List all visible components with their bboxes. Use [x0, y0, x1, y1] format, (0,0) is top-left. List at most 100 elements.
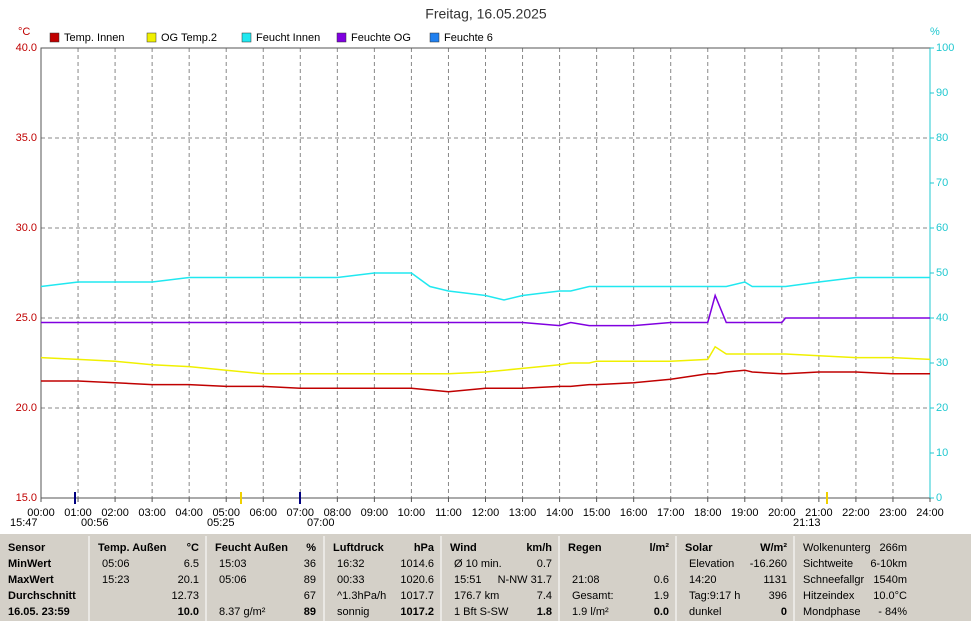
x-tick-label: 01:00	[64, 507, 92, 519]
chart-title: Freitag, 16.05.2025	[425, 6, 547, 22]
table-cell: 0.6	[654, 574, 669, 586]
table-cell: Hitzeindex	[803, 590, 855, 602]
table-cell: 89	[304, 606, 316, 618]
x-tick-label: 10:00	[398, 507, 426, 519]
table-cell: 8.37 g/m²	[219, 606, 266, 618]
table-cell: 00:33	[337, 574, 365, 586]
table-cell: 1.9 l/m²	[572, 606, 609, 618]
y2-tick-label: 30	[936, 357, 948, 369]
table-cell: 1017.2	[400, 606, 434, 618]
table-cell: 36	[304, 558, 316, 570]
x-tick-label: 00:00	[27, 507, 55, 519]
table-background	[0, 534, 971, 621]
table-unit: W/m²	[760, 542, 787, 554]
table-cell: 1540m	[873, 574, 907, 586]
table-cell: ^1.3hPa/h	[337, 590, 386, 602]
table-cell: 0.0	[654, 606, 669, 618]
table-header: Wind	[450, 542, 477, 554]
x-tick-label: 19:00	[731, 507, 759, 519]
table-cell: Tag:9:17 h	[689, 590, 740, 602]
table-cell: 16.05. 23:59	[8, 606, 70, 618]
table-cell: 15:51	[454, 574, 482, 586]
x-tick-label: 21:00	[805, 507, 833, 519]
x-tick-label: 20:00	[768, 507, 796, 519]
table-cell: MaxWert	[8, 574, 54, 586]
annotation: 05:25	[207, 517, 235, 529]
annotation: 21:13	[793, 517, 821, 529]
legend-swatch	[146, 32, 157, 43]
x-tick-label: 11:00	[435, 507, 462, 519]
y-tick-label: 20.0	[16, 402, 37, 414]
y2-tick-label: 100	[936, 42, 954, 54]
table-cell: N-NW 31.7	[498, 574, 552, 586]
x-tick-label: 05:00	[212, 507, 240, 519]
table-cell: 0.7	[537, 558, 552, 570]
y2-tick-label: 0	[936, 492, 942, 504]
x-tick-label: 14:00	[546, 507, 574, 519]
table-cell: 1 Bft S-SW	[454, 606, 509, 618]
y2-tick-label: 20	[936, 402, 948, 414]
table-unit: km/h	[526, 542, 552, 554]
table-cell: 266m	[879, 542, 907, 554]
x-tick-label: 24:00	[916, 507, 944, 519]
table-cell: 0	[781, 606, 787, 618]
y2-tick-label: 80	[936, 132, 948, 144]
table-unit: %	[306, 542, 316, 554]
y-tick-label: 35.0	[16, 132, 37, 144]
table-cell: 15:23	[102, 574, 130, 586]
legend-label: Feuchte OG	[351, 32, 411, 44]
table-cell: 10.0°C	[873, 590, 907, 602]
y-tick-label: 15.0	[16, 492, 37, 504]
y2-tick-label: 40	[936, 312, 948, 324]
table-cell: 89	[304, 574, 316, 586]
table-cell: 1017.7	[400, 590, 434, 602]
table-cell: -16.260	[750, 558, 787, 570]
series-line	[41, 369, 930, 393]
table-unit: l/m²	[649, 542, 669, 554]
x-tick-label: 22:00	[842, 507, 870, 519]
table-cell: 7.4	[537, 590, 552, 602]
table-cell: 12.73	[171, 590, 199, 602]
y-unit: °C	[18, 26, 30, 38]
table-cell: 20.1	[178, 574, 199, 586]
table-header: Temp. Außen	[98, 542, 167, 554]
table-cell: 67	[304, 590, 316, 602]
table-cell: 21:08	[572, 574, 600, 586]
table-header: Regen	[568, 542, 602, 554]
x-tick-label: 04:00	[175, 507, 203, 519]
y-tick-label: 25.0	[16, 312, 37, 324]
table-cell: 396	[769, 590, 787, 602]
y2-tick-label: 10	[936, 447, 948, 459]
table-cell: Gesamt:	[572, 590, 614, 602]
table-cell: 1020.6	[400, 574, 434, 586]
table-cell: Sichtweite	[803, 558, 853, 570]
table-unit: hPa	[414, 542, 435, 554]
table-cell: 6.5	[184, 558, 199, 570]
table-cell: 15:03	[219, 558, 247, 570]
table-cell: 05:06	[219, 574, 247, 586]
x-tick-label: 15:00	[583, 507, 611, 519]
y2-tick-label: 60	[936, 222, 948, 234]
x-tick-label: 03:00	[138, 507, 166, 519]
legend-label: Feuchte 6	[444, 32, 493, 44]
table-unit: °C	[187, 542, 199, 554]
annotation: 07:00	[307, 517, 335, 529]
x-tick-label: 18:00	[694, 507, 722, 519]
table-cell: Elevation	[689, 558, 734, 570]
table-cell: dunkel	[689, 606, 721, 618]
legend-label: Feucht Innen	[256, 32, 320, 44]
table-cell: Schneefallgr	[803, 574, 864, 586]
table-cell: MinWert	[8, 558, 52, 570]
legend-swatch	[336, 32, 347, 43]
table-cell: sonnig	[337, 606, 369, 618]
y2-tick-label: 90	[936, 87, 948, 99]
x-tick-label: 08:00	[324, 507, 352, 519]
x-tick-label: 09:00	[361, 507, 389, 519]
y2-unit: %	[930, 26, 940, 38]
x-tick-label: 07:00	[287, 507, 315, 519]
y2-tick-label: 50	[936, 267, 948, 279]
table-cell: 05:06	[102, 558, 130, 570]
table-cell: 1.9	[654, 590, 669, 602]
table-header: Solar	[685, 542, 713, 554]
table-cell: 6-10km	[870, 558, 907, 570]
